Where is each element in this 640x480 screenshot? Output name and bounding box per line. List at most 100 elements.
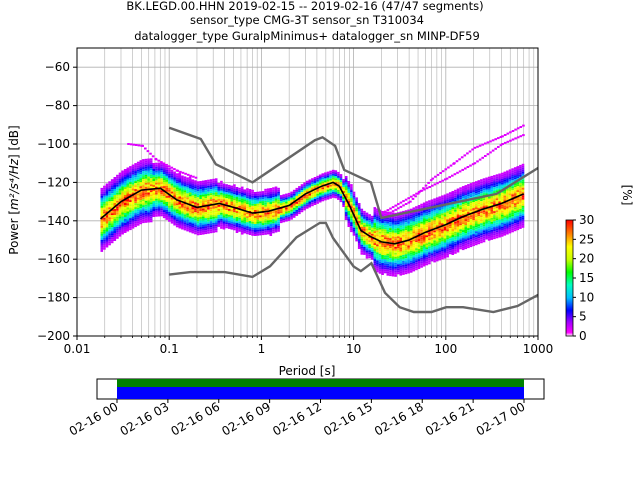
heatmap-cell [103, 195, 106, 198]
heatmap-cell [131, 218, 135, 221]
heatmap-cell [116, 184, 119, 187]
heatmap-cell [430, 257, 434, 260]
heatmap-cell [116, 208, 119, 211]
heatmap-cell [365, 256, 369, 259]
heatmap-cell [381, 229, 384, 231]
heatmap-cell [266, 230, 270, 233]
heatmap-cell [212, 218, 215, 221]
heatmap-cell [116, 214, 119, 217]
heatmap-cell [116, 190, 119, 193]
heatmap-cell [142, 159, 145, 162]
heatmap-cell [285, 217, 288, 220]
heatmap-cell [118, 212, 122, 215]
heatmap-cell [443, 236, 447, 239]
heatmap-cell [110, 239, 114, 242]
heatmap-cell [451, 215, 455, 217]
heatmap-cell [103, 201, 106, 204]
heatmap-cell [313, 185, 317, 187]
heatmap-cell [183, 226, 187, 229]
heatmap-cell [461, 208, 465, 211]
heatmap-cell [277, 213, 280, 216]
heatmap-cell [298, 202, 301, 205]
heatmap-cell [511, 184, 514, 187]
heatmap-cell [409, 254, 413, 257]
heatmap-cell [129, 178, 132, 181]
heatmap-cell [100, 193, 104, 196]
heatmap-cell [240, 216, 244, 219]
heatmap-cell [178, 192, 182, 195]
heatmap-cell [480, 239, 483, 242]
heatmap-cell [409, 264, 413, 267]
heatmap-cell [144, 166, 148, 169]
heatmap-cell [144, 164, 148, 167]
heatmap-cell [477, 188, 481, 191]
heatmap-cell [454, 209, 457, 212]
heatmap-cell [482, 202, 486, 205]
heatmap-cell [165, 181, 169, 184]
heatmap-cell [165, 199, 169, 202]
heatmap-cell [279, 195, 283, 198]
heatmap-cell [506, 230, 509, 233]
heatmap-cell [429, 179, 433, 182]
heatmap-cell [443, 240, 447, 243]
heatmap-cell [363, 244, 366, 247]
heatmap-cell [214, 230, 218, 233]
heatmap-cell [155, 190, 158, 193]
heatmap-cell [357, 215, 361, 217]
heatmap-cell [503, 193, 507, 196]
heatmap-cell [402, 226, 405, 229]
heatmap-cell [451, 225, 455, 227]
heatmap-cell [188, 182, 192, 185]
heatmap-cell [417, 251, 421, 253]
heatmap-cell [116, 206, 119, 209]
heatmap-cell [439, 172, 442, 174]
heatmap-cell [420, 215, 423, 218]
heatmap-cell [123, 211, 127, 213]
heatmap-cell [381, 219, 384, 221]
heatmap-cell [370, 241, 374, 244]
heatmap-cell [129, 184, 132, 187]
heatmap-cell [238, 205, 241, 208]
heatmap-cell [103, 247, 106, 250]
heatmap-cell [417, 241, 421, 243]
heatmap-cell [266, 188, 270, 191]
heatmap-cell [118, 232, 122, 235]
heatmap-cell [484, 155, 487, 157]
heatmap-cell [103, 185, 106, 188]
heatmap-cell [113, 233, 117, 235]
heatmap-cell [157, 172, 161, 175]
heatmap-cell [513, 217, 517, 220]
heatmap-cell [181, 215, 184, 218]
heatmap-cell [363, 228, 366, 231]
heatmap-cell [456, 194, 460, 197]
heatmap-cell [381, 251, 384, 253]
heatmap-cell [519, 192, 522, 195]
heatmap-cell [363, 222, 366, 225]
heatmap-cell [136, 167, 140, 170]
heatmap-cell [469, 219, 473, 222]
heatmap-cell [368, 222, 371, 225]
heatmap-cell [165, 179, 169, 182]
heatmap-cell [456, 226, 460, 229]
heatmap-cell [381, 253, 384, 255]
heatmap-cell [277, 195, 280, 198]
heatmap-cell [207, 189, 210, 192]
heatmap-cell [435, 211, 439, 214]
heatmap-cell [503, 179, 507, 182]
heatmap-cell [433, 183, 437, 186]
heatmap-cell [131, 178, 135, 181]
heatmap-cell [204, 190, 208, 193]
heatmap-cell [259, 217, 262, 220]
heatmap-cell [493, 187, 496, 190]
heatmap-cell [183, 200, 187, 203]
heatmap-cell [415, 208, 418, 211]
heatmap-cell [173, 179, 176, 182]
heatmap-cell [142, 217, 145, 220]
heatmap-cell [334, 186, 338, 189]
heatmap-cell [521, 203, 525, 206]
heatmap-cell [448, 218, 452, 221]
heatmap-cell [459, 243, 462, 246]
heatmap-cell [415, 242, 418, 245]
heatmap-cell [103, 223, 106, 226]
heatmap-cell [155, 168, 158, 171]
